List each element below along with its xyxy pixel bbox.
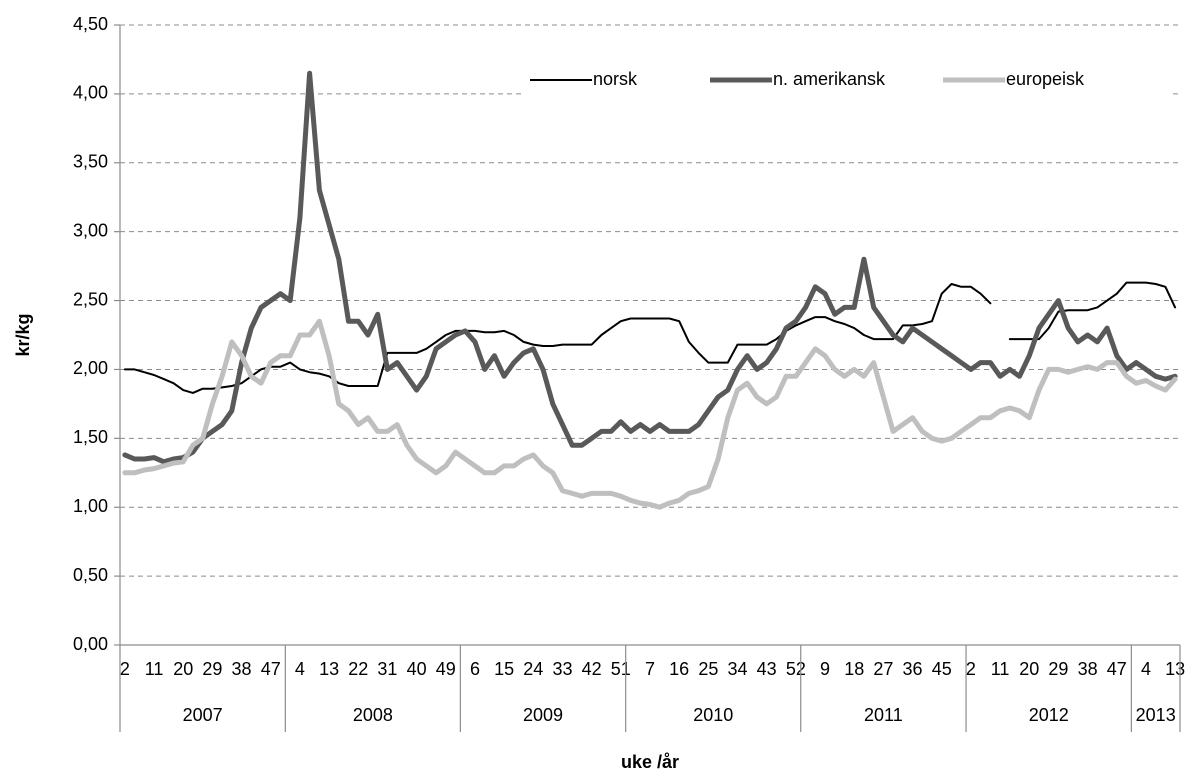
legend-label: norsk — [593, 69, 638, 89]
y-tick-label: 0,00 — [73, 634, 108, 654]
x-tick-label: 31 — [377, 659, 397, 679]
x-axis-title: uke /år — [621, 752, 679, 772]
x-tick-label: 22 — [348, 659, 368, 679]
x-tick-label: 4 — [295, 659, 305, 679]
x-tick-label: 15 — [494, 659, 514, 679]
y-tick-label: 2,00 — [73, 358, 108, 378]
y-tick-label: 3,00 — [73, 220, 108, 240]
legend-label: europeisk — [1006, 69, 1085, 89]
x-tick-label: 43 — [757, 659, 777, 679]
y-tick-label: 4,00 — [73, 83, 108, 103]
x-tick-label: 25 — [698, 659, 718, 679]
x-tick-label: 33 — [552, 659, 572, 679]
x-tick-label: 36 — [903, 659, 923, 679]
series-line — [122, 318, 1178, 510]
y-tick-label: 1,00 — [73, 496, 108, 516]
y-tick-label: 4,50 — [73, 14, 108, 34]
y-tick-label: 0,50 — [73, 565, 108, 585]
legend: norsk n. amerikansk europeisk — [522, 62, 1172, 100]
x-tick-label: 38 — [232, 659, 252, 679]
x-group-label: 2009 — [523, 705, 563, 725]
legend-background — [522, 62, 1172, 100]
x-tick-label: 29 — [202, 659, 222, 679]
x-group-label: 2013 — [1136, 705, 1176, 725]
x-tick-label: 9 — [820, 659, 830, 679]
x-tick-label: 40 — [407, 659, 427, 679]
x-tick-label: 13 — [1165, 659, 1185, 679]
x-tick-label: 16 — [669, 659, 689, 679]
x-tick-label: 7 — [645, 659, 655, 679]
legend-label: n. amerikansk — [773, 69, 886, 89]
x-tick-label: 18 — [844, 659, 864, 679]
x-group-label: 2012 — [1029, 705, 1069, 725]
y-tick-label: 1,50 — [73, 427, 108, 447]
x-tick-label: 20 — [1019, 659, 1039, 679]
y-tick-label: 3,50 — [73, 152, 108, 172]
x-tick-label: 47 — [261, 659, 281, 679]
x-tick-label: 47 — [1107, 659, 1127, 679]
x-group-label: 2011 — [864, 705, 903, 725]
x-tick-label: 6 — [470, 659, 480, 679]
x-tick-label: 11 — [991, 659, 1010, 679]
x-tick-label: 45 — [932, 659, 952, 679]
series-line — [122, 70, 1178, 465]
x-group-label: 2007 — [183, 705, 223, 725]
y-tick-label: 2,50 — [73, 289, 108, 309]
x-tick-label: 2 — [966, 659, 976, 679]
x-tick-label: 2 — [120, 659, 130, 679]
x-group-label: 2010 — [693, 705, 733, 725]
y-axis-title: kr/kg — [13, 313, 33, 356]
x-tick-label: 49 — [436, 659, 456, 679]
x-group-label: 2008 — [353, 705, 393, 725]
x-tick-label: 13 — [319, 659, 339, 679]
x-tick-label: 42 — [582, 659, 602, 679]
x-tick-label: 34 — [728, 659, 748, 679]
x-tick-label: 29 — [1048, 659, 1068, 679]
x-tick-label: 27 — [873, 659, 893, 679]
x-tick-label: 38 — [1078, 659, 1098, 679]
x-tick-label: 51 — [611, 659, 631, 679]
x-tick-label: 24 — [523, 659, 543, 679]
x-tick-label: 20 — [173, 659, 193, 679]
x-tick-label: 4 — [1141, 659, 1151, 679]
x-tick-label: 52 — [786, 659, 806, 679]
x-tick-label: 11 — [145, 659, 164, 679]
